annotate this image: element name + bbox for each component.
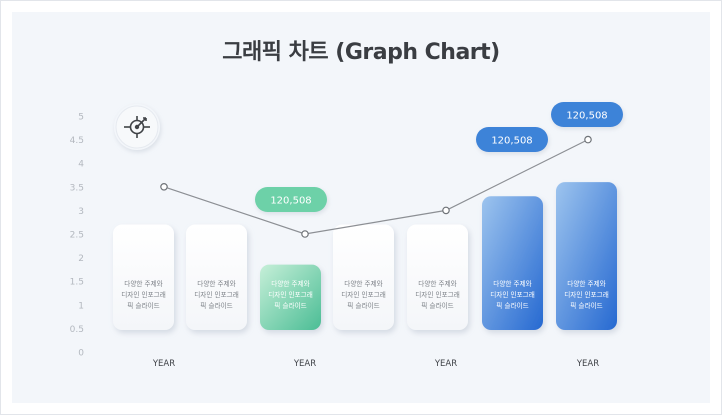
bar-rect [482, 196, 543, 330]
bar-caption-line: 픽 슬라이드 [274, 301, 306, 310]
y-tick-label: 4.5 [70, 136, 84, 146]
y-tick-label: 2 [78, 254, 84, 264]
bar-caption-line: 디자인 인포그래 [490, 290, 535, 299]
bar-caption-line: 다양한 주제와 [344, 279, 383, 288]
bar-rect [186, 224, 247, 330]
trend-point [442, 206, 450, 215]
value-badge: 120,508 [551, 102, 623, 127]
x-tick-label: YEAR [293, 359, 316, 369]
bar-caption-line: 디자인 인포그래 [194, 290, 239, 299]
bar-caption-line: 다양한 주제와 [418, 279, 457, 288]
bar-caption-line: 디자인 인포그래 [268, 290, 313, 299]
bar-caption-line: 픽 슬라이드 [347, 301, 379, 310]
x-axis: YEAR YEAR YEAR YEAR [152, 359, 599, 369]
bar-caption-line: 픽 슬라이드 [421, 301, 453, 310]
bar-caption-line: 다양한 주제와 [124, 279, 163, 288]
y-tick-label: 5 [78, 113, 84, 123]
bar-caption-line: 다양한 주제와 [197, 279, 236, 288]
chart-title: 그래픽 차트 (Graph Chart) [222, 40, 500, 65]
x-tick-label: YEAR [434, 359, 457, 369]
trend-point [301, 230, 309, 238]
x-tick-label: YEAR [152, 359, 175, 369]
bar-caption-line: 픽 슬라이드 [127, 301, 159, 310]
badge-label: 120,508 [270, 196, 311, 207]
bar-rect [260, 264, 321, 330]
badge-pill [255, 187, 327, 212]
bar-caption-line: 다양한 주제와 [567, 279, 606, 288]
badge-pill [551, 102, 623, 127]
bar-caption-line: 픽 슬라이드 [200, 301, 232, 310]
bar-rect [556, 182, 617, 330]
trend-line-path [163, 139, 589, 235]
y-tick-label: 2.5 [70, 231, 84, 241]
bar-caption-line: 다양한 주제와 [493, 279, 532, 288]
value-badge: 120,508 [476, 127, 548, 152]
y-tick-label: 3.5 [70, 183, 84, 193]
y-tick-label: 3 [78, 207, 84, 217]
value-badge: 120,508 [255, 187, 327, 212]
bar-caption-line: 픽 슬라이드 [570, 301, 602, 310]
badges: 120,508 120,508 120,508 [255, 102, 623, 212]
y-tick-label: 0.5 [70, 325, 84, 335]
badge-pill [476, 127, 548, 152]
y-tick-label: 0 [78, 349, 84, 359]
bar-caption-line: 디자인 인포그래 [341, 290, 386, 299]
y-axis: 0 0.5 1 1.5 2 2.5 3 3.5 4 4.5 5 [70, 113, 85, 359]
trend-point [584, 135, 592, 144]
bar-caption-line: 디자인 인포그래 [564, 290, 609, 299]
y-tick-label: 4 [78, 160, 84, 170]
trend-line [160, 135, 592, 238]
bar-rect [333, 224, 394, 330]
bar-rect [113, 224, 174, 330]
badge-label: 120,508 [566, 111, 607, 122]
target-arrow-icon [114, 104, 160, 150]
y-tick-label: 1.5 [70, 278, 84, 288]
x-tick-label: YEAR [576, 359, 599, 369]
bar-caption-line: 픽 슬라이드 [496, 301, 528, 310]
bar-caption-line: 디자인 인포그래 [121, 290, 166, 299]
bar-caption-line: 디자인 인포그래 [415, 290, 460, 299]
trend-point [160, 183, 168, 191]
y-tick-label: 1 [78, 301, 84, 311]
bar-rect [407, 224, 468, 330]
badge-label: 120,508 [491, 136, 532, 147]
bar-caption-line: 다양한 주제와 [271, 279, 310, 288]
